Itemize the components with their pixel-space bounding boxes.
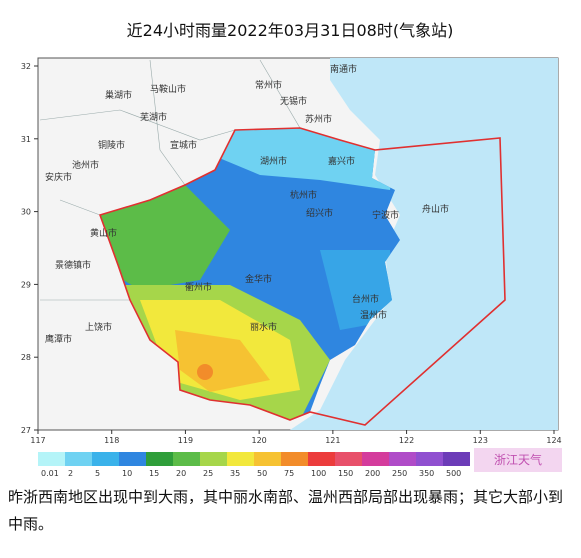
x-tick-label: 121 (325, 436, 340, 445)
legend-label: 350 (419, 469, 434, 478)
city: 鹰潭市 (45, 333, 72, 345)
caption: 昨浙西南地区出现中到大雨，其中丽水南部、温州西部局部出现暴雨；其它大部小到中雨。 (8, 488, 564, 533)
x-tick-label: 123 (473, 436, 488, 445)
city: 杭州市 (290, 189, 317, 201)
legend-swatch (200, 452, 227, 466)
x-tick-label: 124 (546, 436, 561, 445)
watermark: 浙江天气 (494, 452, 542, 467)
legend-swatch (281, 452, 308, 466)
legend-swatch (335, 452, 362, 466)
city: 无锡市 (280, 95, 307, 107)
city-labels: 南通市 巢湖市 马鞍山市 常州市 无锡市 芜湖市 苏州市 铜陵市 宣城市 池州市… (45, 63, 449, 345)
x-tick-label: 118 (104, 436, 119, 445)
sea (290, 58, 558, 430)
city: 宣城市 (170, 139, 197, 151)
city: 丽水市 (250, 321, 277, 333)
legend-swatch (227, 452, 254, 466)
legend-swatch (92, 452, 119, 466)
map-figure: 近24小时雨量2022年03月31日08时(气象站) 南通市 巢湖市 马鞍山市 … (21, 21, 562, 478)
city: 舟山市 (422, 203, 449, 215)
y-tick-label: 28 (21, 353, 31, 362)
city: 温州市 (360, 309, 387, 321)
legend-swatch (65, 452, 92, 466)
x-tick-label: 122 (399, 436, 414, 445)
city: 南通市 (330, 63, 357, 75)
y-tick-label: 31 (21, 135, 31, 144)
y-tick-label: 29 (21, 280, 31, 289)
city: 金华市 (245, 273, 272, 285)
legend-label: 500 (446, 469, 461, 478)
legend-label: 50 (257, 469, 267, 478)
x-tick-label: 120 (252, 436, 267, 445)
x-tick-label: 119 (178, 436, 193, 445)
city: 常州市 (255, 79, 282, 91)
city: 湖州市 (260, 155, 287, 167)
legend-label: 150 (338, 469, 353, 478)
city: 衢州市 (185, 281, 212, 293)
city: 池州市 (72, 159, 99, 171)
legend-label: 20 (176, 469, 186, 478)
legend-label: 5 (95, 469, 100, 478)
title: 近24小时雨量2022年03月31日08时(气象站) (127, 21, 454, 40)
legend-label: 10 (122, 469, 132, 478)
legend-label: 15 (149, 469, 159, 478)
legend-label: 35 (230, 469, 240, 478)
legend-swatch (119, 452, 146, 466)
y-tick-label: 30 (21, 208, 31, 217)
legend-label: 200 (365, 469, 380, 478)
city: 铜陵市 (98, 139, 125, 151)
city: 台州市 (352, 293, 379, 305)
y-tick-label: 32 (21, 62, 31, 71)
legend-swatch (254, 452, 281, 466)
city: 黄山市 (90, 227, 117, 239)
legend-label: 2 (68, 469, 73, 478)
city: 景德镇市 (55, 259, 91, 271)
city: 苏州市 (305, 113, 332, 125)
legend-swatch (362, 452, 389, 466)
city: 芜湖市 (140, 111, 167, 123)
legend-swatch (173, 452, 200, 466)
legend-swatch (416, 452, 443, 466)
legend-swatch (146, 452, 173, 466)
legend-label: 250 (392, 469, 407, 478)
legend: 0.01 2 5 10 15 20 25 35 50 75 100 150 200 250 350 500 (38, 452, 470, 478)
legend-swatch (38, 452, 65, 466)
legend-label: 75 (284, 469, 294, 478)
city: 巢湖市 (105, 89, 132, 101)
city: 上饶市 (85, 321, 112, 333)
city: 绍兴市 (306, 207, 333, 219)
axis-ticks: 117 118 119 120 121 122 123 124 32 31 30 29 28 27 (21, 62, 562, 445)
boundaries (39, 59, 301, 301)
city: 嘉兴市 (328, 155, 355, 167)
legend-label: 0.01 (41, 469, 59, 478)
legend-swatch (443, 452, 470, 466)
legend-swatch (389, 452, 416, 466)
city: 马鞍山市 (150, 83, 186, 95)
legend-label: 25 (203, 469, 213, 478)
legend-label: 100 (311, 469, 326, 478)
watermark-box (474, 448, 562, 472)
zhejiang-border (98, 127, 506, 426)
legend-swatch (308, 452, 335, 466)
y-tick-label: 27 (21, 426, 31, 435)
city: 宁波市 (372, 209, 399, 221)
x-tick-label: 117 (30, 436, 45, 445)
city: 安庆市 (45, 171, 72, 183)
